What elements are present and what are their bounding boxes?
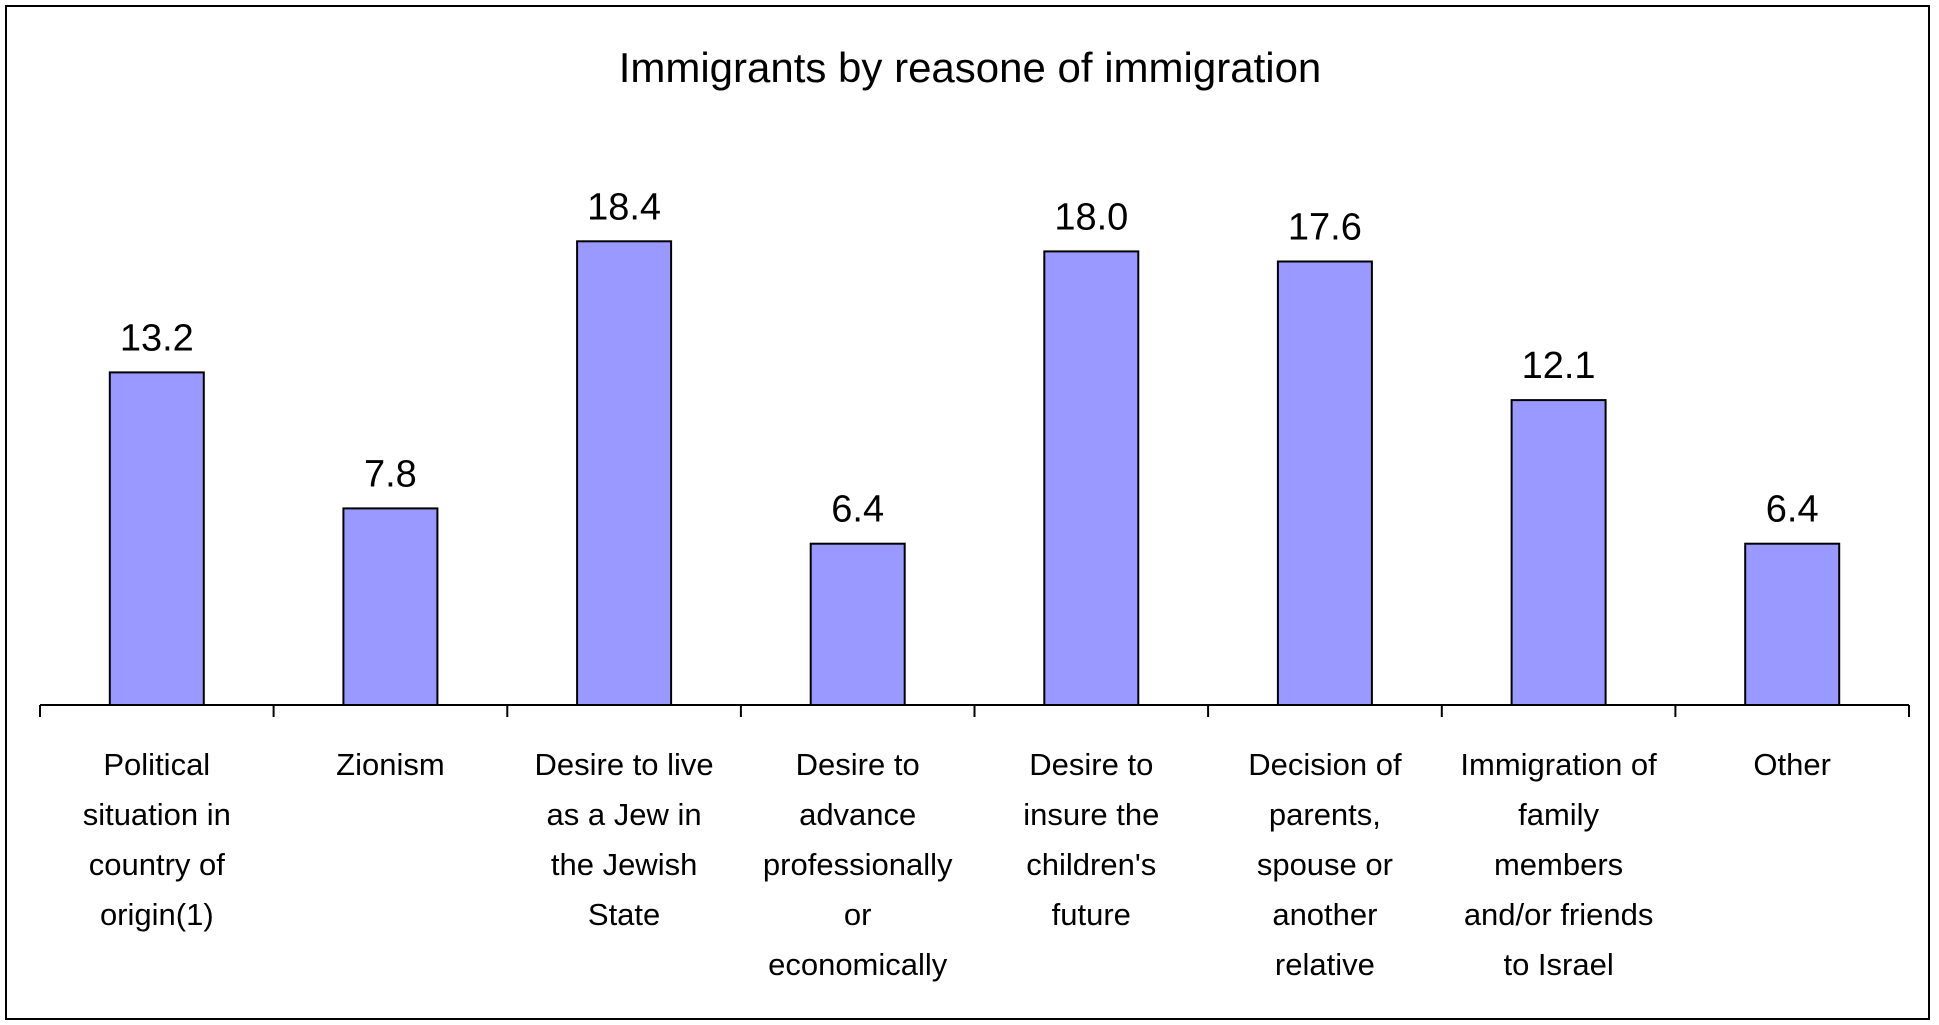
data-label-5: 18.0 [1054, 196, 1128, 238]
category-label-4: Desire to advance professionally or economic… [763, 747, 953, 982]
chart-frame [5, 5, 1930, 1020]
bar-7 [1510, 399, 1607, 706]
bar-3 [576, 240, 673, 707]
chart-title: Immigrants by reasone of immigration [619, 44, 1322, 91]
data-label-6: 17.6 [1288, 207, 1362, 249]
bar-2 [342, 507, 439, 706]
bar-8 [1744, 542, 1841, 707]
bar-5 [1043, 250, 1140, 706]
category-label-1: Political situation in country of origin(1) [83, 747, 231, 932]
bars-group [108, 240, 1841, 707]
data-label-1: 13.2 [120, 317, 194, 359]
data-label-2: 7.8 [364, 453, 417, 495]
category-label-8: Other [1753, 747, 1831, 782]
bar-6 [1276, 260, 1373, 706]
category-label-3: Desire to live as a Jew in the Jewish State [535, 747, 714, 932]
category-label-5: Desire to insure the children's future [1023, 747, 1159, 932]
bar-4 [809, 542, 906, 707]
data-label-4: 6.4 [831, 489, 884, 531]
x-axis [39, 704, 1910, 717]
data-label-3: 18.4 [587, 186, 661, 228]
category-label-6: Decision of parents, spouse or another relat… [1248, 747, 1402, 982]
category-label-7: Immigration of family members and/or friend… [1460, 747, 1657, 982]
data-labels-group: 13.2 7.8 18.4 6.4 18.0 17.6 12.1 6.4 [120, 186, 1819, 530]
bar-1 [108, 371, 205, 706]
category-label-2: Zionism [336, 747, 445, 782]
data-label-8: 6.4 [1766, 489, 1819, 531]
data-label-7: 12.1 [1522, 345, 1596, 387]
category-labels-group: Political situation in country of origin(1)… [83, 747, 1831, 982]
